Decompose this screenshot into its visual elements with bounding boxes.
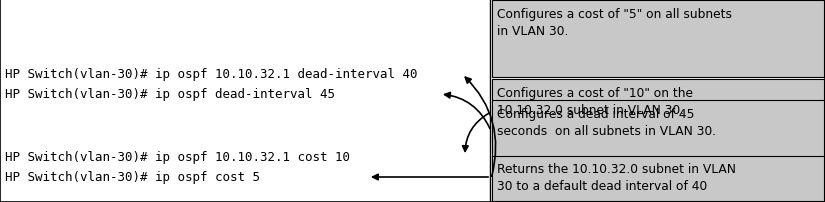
Text: HP Switch(vlan-30)# ip ospf dead-interval 45: HP Switch(vlan-30)# ip ospf dead-interva… (5, 88, 335, 101)
FancyArrowPatch shape (465, 78, 496, 176)
Text: Configures a cost of "10" on the
10.10.32.0 subnet in VLAN 30.: Configures a cost of "10" on the 10.10.3… (497, 87, 693, 116)
Text: Returns the 10.10.32.0 subnet in VLAN
30 to a default dead interval of 40: Returns the 10.10.32.0 subnet in VLAN 30… (497, 162, 736, 192)
FancyArrowPatch shape (373, 174, 488, 180)
FancyArrowPatch shape (445, 93, 490, 129)
Text: HP Switch(vlan-30)# ip ospf 10.10.32.1 cost 10: HP Switch(vlan-30)# ip ospf 10.10.32.1 c… (5, 151, 350, 164)
Text: HP Switch(vlan-30)# ip ospf cost 5: HP Switch(vlan-30)# ip ospf cost 5 (5, 171, 260, 184)
Bar (492, 80, 824, 142)
Bar (492, 156, 824, 201)
Text: Configures a dead interval of 45
seconds  on all subnets in VLAN 30.: Configures a dead interval of 45 seconds… (497, 107, 716, 137)
Text: HP Switch(vlan-30)# ip ospf 10.10.32.1 dead-interval 40: HP Switch(vlan-30)# ip ospf 10.10.32.1 d… (5, 68, 417, 81)
Text: Configures a cost of "5" on all subnets
in VLAN 30.: Configures a cost of "5" on all subnets … (497, 8, 732, 38)
FancyArrowPatch shape (463, 114, 488, 152)
Bar (492, 101, 824, 162)
Bar (492, 1, 824, 78)
